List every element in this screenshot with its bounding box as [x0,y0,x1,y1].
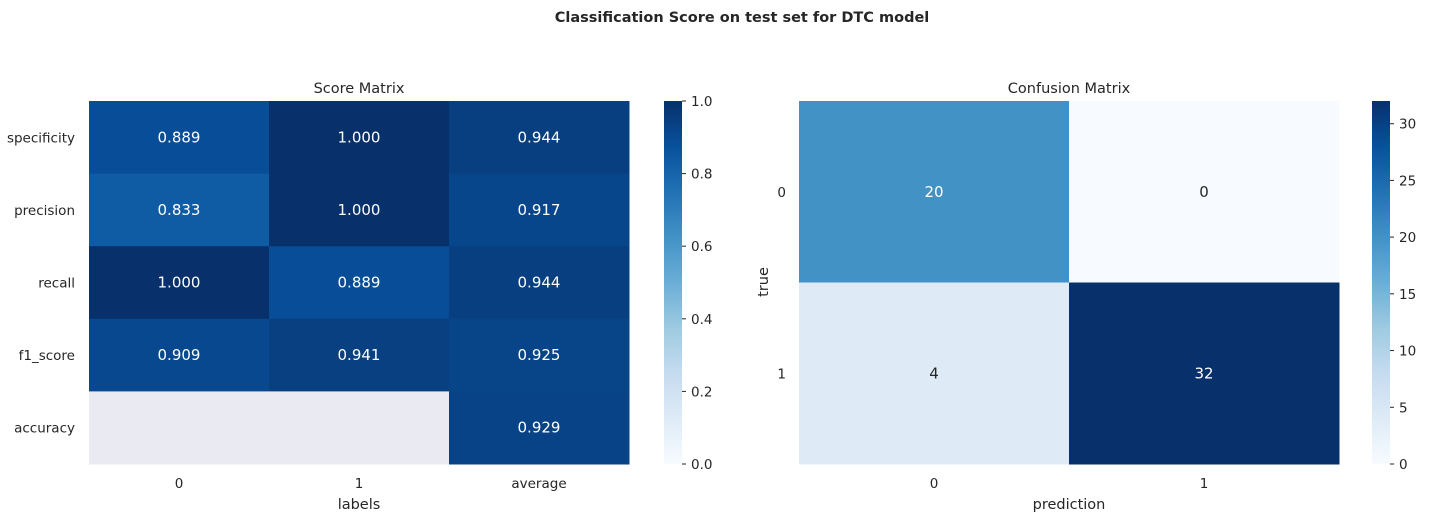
score-matrix-row-label: accuracy [14,421,75,437]
score-matrix-cell-value: 0.944 [518,128,561,146]
confusion-matrix-row-labels: 01 [777,185,786,383]
score-matrix-cell [449,173,630,247]
score-matrix-colorbar-tick-label: 0.6 [691,239,712,255]
confusion-matrix-cell [1069,101,1340,283]
score-matrix-column-label: average [511,476,566,492]
confusion-matrix-colorbar-tick-label: 5 [1399,400,1408,416]
score-matrix-cell [269,101,450,175]
confusion-matrix-row-label: 1 [777,366,786,382]
score-matrix-column-label: 0 [175,476,184,492]
score-matrix-cell-value: 0.909 [158,346,201,364]
confusion-matrix-cell-value: 32 [1194,364,1213,382]
score-matrix-colorbar-tick-label: 0.0 [691,457,712,473]
score-matrix-cell [89,246,270,320]
score-matrix-cell-value: 0.833 [158,201,201,219]
score-matrix-cell [89,173,270,247]
score-matrix-cell-value: 1.000 [338,201,381,219]
confusion-matrix-xlabel: prediction [1033,497,1106,513]
confusion-matrix-row-label: 0 [777,185,786,201]
confusion-matrix-cell-value: 0 [1199,183,1209,201]
score-matrix-colorbar-tick-label: 0.8 [691,167,712,183]
score-matrix-row-label: recall [38,276,75,292]
confusion-matrix-cells: 20 0 4 32 [799,101,1340,465]
figure-title: Classification Score on test set for DTC… [555,10,930,26]
confusion-matrix-cell-value: 20 [924,183,943,201]
score-matrix-cell-value: 1.000 [338,128,381,146]
score-matrix-cell [449,101,630,175]
score-matrix-colorbar-tick-label: 0.4 [691,312,712,328]
score-matrix-colorbar-tick-label: 1.0 [691,94,712,110]
score-matrix-row-label: f1_score [19,348,75,364]
confusion-matrix-cell [799,101,1070,283]
score-matrix-cell-value: 1.000 [158,274,201,292]
confusion-matrix-column-label: 0 [930,476,939,492]
confusion-matrix-colorbar [1372,101,1390,464]
confusion-matrix-colorbar-ticks: 0 5 10 15 20 25 30 [1390,117,1416,473]
confusion-matrix-ylabel: true [756,267,772,297]
score-matrix-cell [449,391,630,465]
score-matrix-row-labels: specificity precision recall f1_scoreaccura… [7,130,75,436]
score-matrix-cells: 0.889 1.000 0.944 0.833 1.000 0.917 1.000 0.889… [89,101,630,465]
score-matrix-colorbar-ticks: 0.0 0.2 0.4 0.6 0.8 1.0 [682,94,712,473]
score-matrix-row-label: precision [14,203,75,219]
confusion-matrix-colorbar-tick-label: 30 [1399,117,1416,133]
score-matrix-cell-value: 0.889 [338,274,381,292]
score-matrix-column-labels: 0 1 average [175,476,567,492]
score-matrix-cell-value: 0.941 [338,346,381,364]
score-matrix-cell-value: 0.929 [518,419,561,437]
score-matrix-xlabel: labels [338,497,381,513]
score-matrix-cell-value: 0.925 [518,346,561,364]
score-matrix-cell [449,318,630,392]
score-matrix-cell [89,101,270,175]
score-matrix-row-label: specificity [7,130,75,146]
score-matrix-cell [89,391,270,465]
score-matrix-cell [269,173,450,247]
score-matrix-colorbar [664,101,682,464]
confusion-matrix-title: Confusion Matrix [1008,81,1131,97]
score-matrix-column-label: 1 [355,476,364,492]
score-matrix-cell-value: 0.889 [158,128,201,146]
score-matrix-cell-value: 0.917 [518,201,561,219]
confusion-matrix-cell [799,282,1070,465]
confusion-matrix-cell [1069,282,1340,465]
score-matrix-colorbar-tick-label: 0.2 [691,384,712,400]
confusion-matrix-colorbar-tick-label: 10 [1399,344,1416,360]
score-matrix-title: Score Matrix [314,81,405,97]
score-matrix-cell [89,318,270,392]
confusion-matrix-column-label: 1 [1200,476,1209,492]
confusion-matrix-colorbar-tick-label: 0 [1399,457,1408,473]
score-matrix-cell [269,391,450,465]
confusion-matrix-colorbar-tick-label: 20 [1399,230,1416,246]
confusion-matrix-cell-value: 4 [929,364,939,382]
confusion-matrix-colorbar-tick-label: 15 [1399,287,1416,303]
confusion-matrix-colorbar-tick-label: 25 [1399,173,1416,189]
score-matrix-cell-value: 0.944 [518,274,561,292]
score-matrix-cell [269,246,450,320]
score-matrix-cell [269,318,450,392]
score-matrix-cell [449,246,630,320]
